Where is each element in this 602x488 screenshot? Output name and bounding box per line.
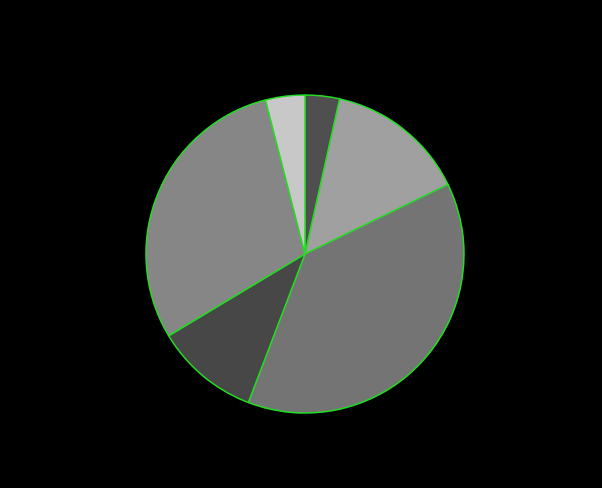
pie-slice-6	[264, 94, 306, 255]
pie-slice-2	[304, 98, 449, 255]
pie-slice-4	[167, 253, 306, 404]
pie-slices	[145, 94, 465, 414]
pie-slice-5	[145, 99, 306, 337]
pie-slice-3	[247, 183, 465, 414]
